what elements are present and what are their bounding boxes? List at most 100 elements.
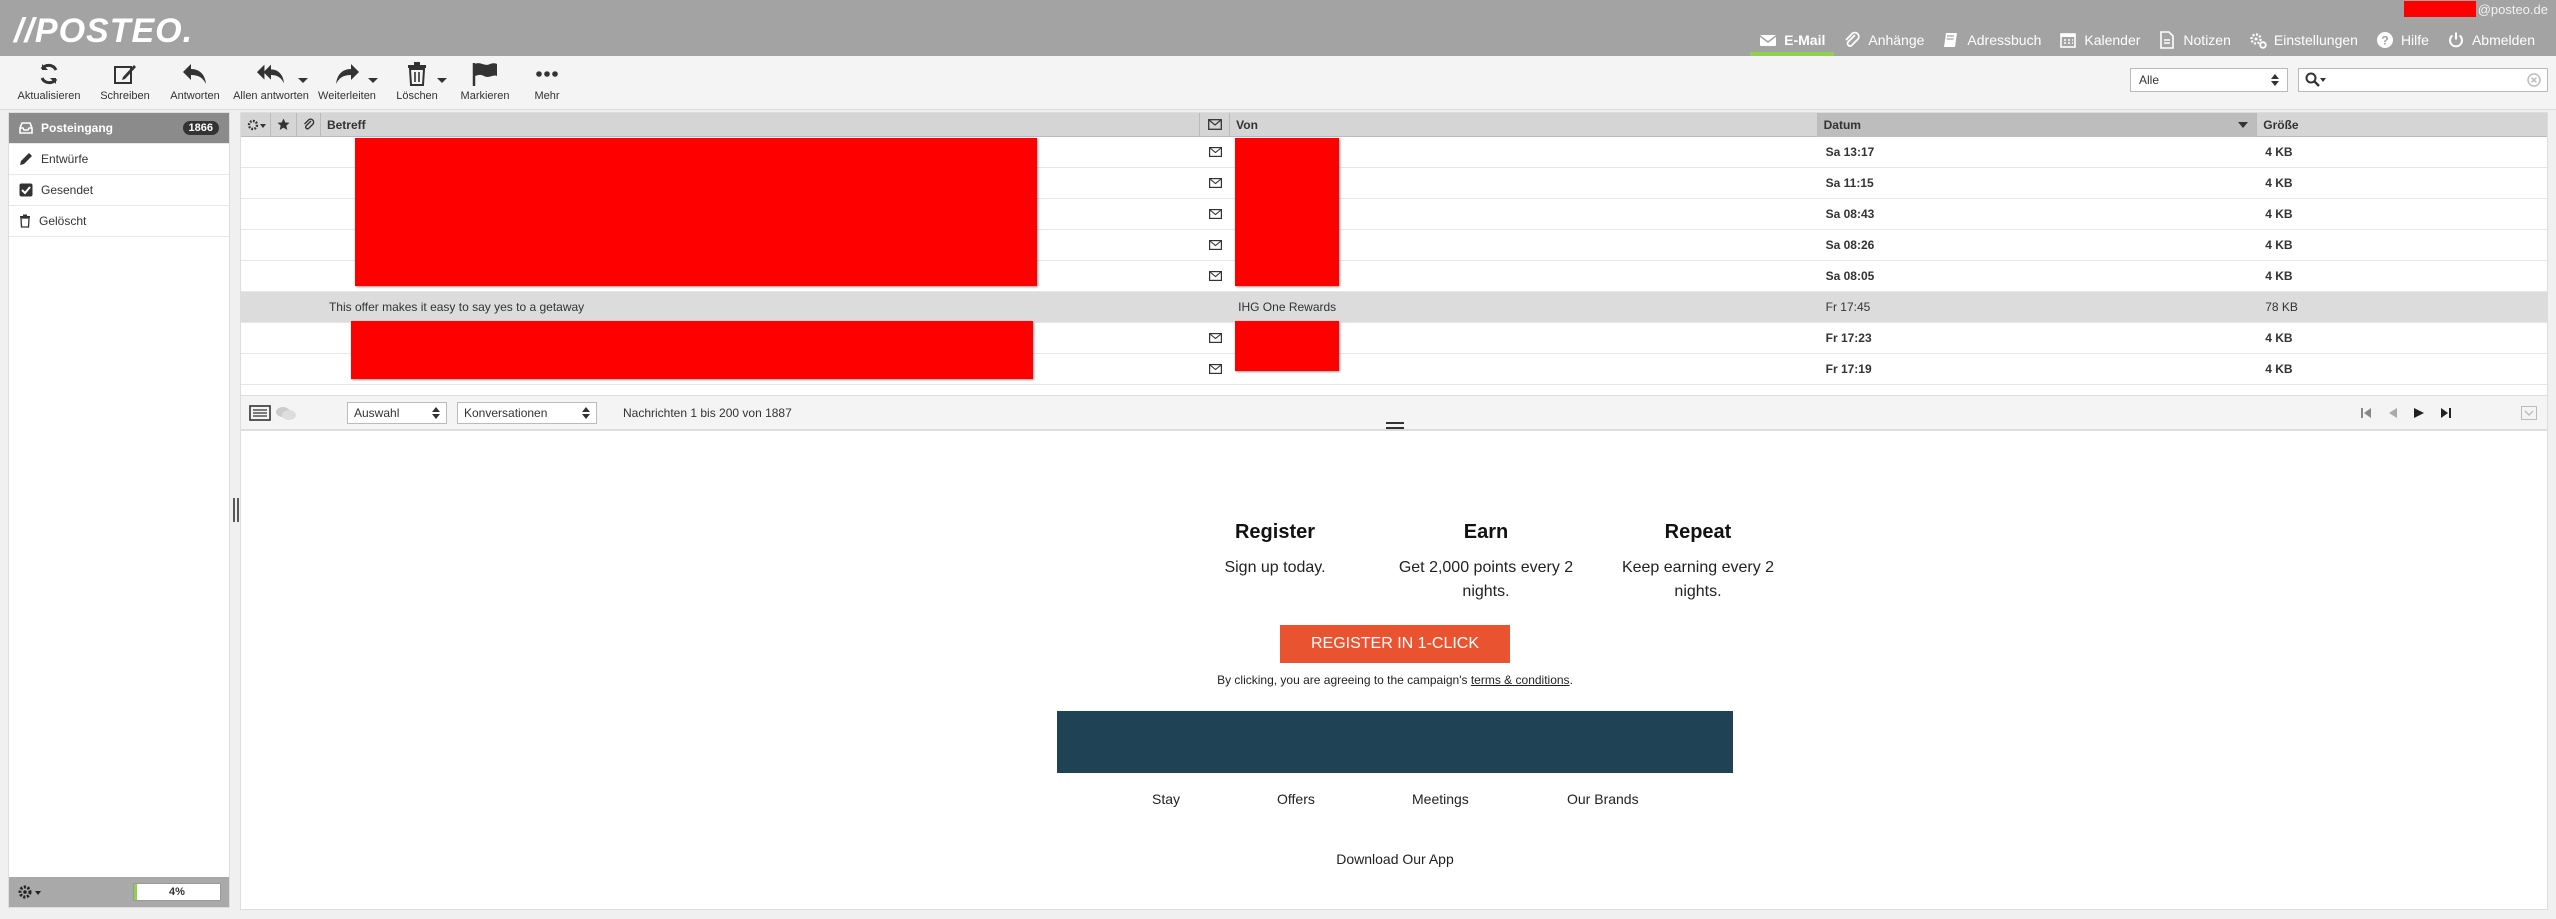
mark-label: Markieren [460,90,510,102]
search-input[interactable] [2298,68,2548,92]
message-row[interactable]: Sa 13:17 4 KB [241,137,2547,168]
nav-attachments[interactable]: Anhänge [1834,24,1933,56]
vertical-splitter-icon[interactable] [233,498,239,522]
folder-drafts[interactable]: Entwürfe [9,144,229,175]
search-options-icon[interactable] [2305,72,2329,88]
filter-select[interactable]: Alle [2130,68,2288,92]
reply-all-dropdown-icon[interactable] [298,78,308,83]
previous-page-icon[interactable] [2387,407,2397,419]
forward-icon [336,64,359,84]
folder-sent-label: Gesendet [41,183,94,197]
delete-button[interactable]: Löschen [382,60,452,102]
message-row[interactable]: Sa 11:15 4 KB [241,168,2547,199]
pencil-icon [20,153,32,165]
status-column[interactable] [1200,112,1231,137]
select-arrows-icon [2271,74,2279,86]
mark-button[interactable]: Markieren [450,60,520,102]
link-offers[interactable]: Offers [1277,791,1315,807]
message-list: Betreff Von Datum Größe Sa 13:17 4 KB Sa… [240,112,2548,430]
folder-settings-gear-icon[interactable] [17,884,45,900]
top-bar: //POSTEO. @posteo.de E-Mail Anhänge Adre… [0,0,2556,56]
nav-calendar[interactable]: Kalender [2050,24,2149,56]
quota-fill [134,884,138,900]
unread-envelope-icon[interactable] [1208,271,1222,281]
first-page-icon[interactable] [2361,407,2371,419]
unread-envelope-icon[interactable] [1208,147,1222,157]
redacted-senders-block [1235,138,1339,286]
reply-button[interactable]: Antworten [160,60,230,102]
message-row[interactable]: Fr 17:23 4 KB [241,323,2547,354]
flag-column[interactable] [271,112,297,137]
folder-inbox-label: Posteingang [41,121,114,135]
main-navigation: E-Mail Anhänge Adressbuch Kalender Notiz… [1750,24,2544,56]
repeat-title: Repeat [1664,521,1732,543]
email-banner [1057,711,1733,773]
list-options-gear-icon[interactable] [247,118,269,132]
nav-email[interactable]: E-Mail [1750,24,1835,56]
list-view-icon[interactable] [249,404,271,421]
unread-envelope-icon[interactable] [1208,240,1222,250]
delete-dropdown-icon[interactable] [437,78,447,83]
nav-addressbook[interactable]: Adressbuch [1933,24,2050,56]
message-row[interactable]: Sa 08:26 4 KB [241,230,2547,261]
date-column-label: Datum [1823,117,1861,132]
envelope-icon [1759,35,1777,46]
link-our-brands[interactable]: Our Brands [1567,791,1639,807]
message-row[interactable]: Sa 08:43 4 KB [241,199,2547,230]
folder-sent[interactable]: Gesendet [9,175,229,206]
repeat-text: Keep earning every 2 nights. [1621,559,1775,600]
threads-select[interactable]: Konversationen [457,401,597,424]
redacted-username [2403,1,2476,17]
last-page-icon[interactable] [2441,407,2451,419]
attachment-column[interactable] [297,112,321,137]
refresh-button[interactable]: Aktualisieren [14,60,84,102]
earn-text: Get 2,000 points every 2 nights. [1398,559,1574,600]
folder-inbox[interactable]: Posteingang 1866 [9,113,229,144]
selection-select[interactable]: Auswahl [347,401,447,424]
link-meetings[interactable]: Meetings [1412,791,1469,807]
unread-envelope-icon[interactable] [1208,364,1222,374]
message-date: Sa 08:43 [1825,207,1875,221]
unread-envelope-icon[interactable] [1208,209,1222,219]
folder-trash-label: Gelöscht [39,214,87,228]
compose-button[interactable]: Schreiben [90,60,160,102]
collapse-icon[interactable] [2521,405,2537,420]
posteo-logo[interactable]: //POSTEO. [14,12,194,50]
reply-icon [183,64,206,84]
next-page-icon[interactable] [2413,407,2425,419]
message-date: Sa 08:26 [1825,238,1875,252]
link-stay[interactable]: Stay [1152,791,1181,807]
terms-link[interactable]: terms & conditions [1470,673,1570,687]
forward-dropdown-icon[interactable] [368,78,378,83]
horizontal-splitter-icon[interactable] [1386,422,1404,430]
message-row[interactable]: Fr 17:19 4 KB [241,354,2547,385]
nav-help[interactable]: ? Hilfe [2367,24,2438,56]
unread-envelope-icon[interactable] [1208,178,1222,188]
quota-label: 4% [169,886,185,898]
message-date: Fr 17:45 [1825,300,1871,314]
forward-button[interactable]: Weiterleiten [312,60,382,102]
clear-search-icon[interactable] [2527,73,2541,87]
folder-trash[interactable]: Gelöscht [9,206,229,237]
unread-envelope-icon[interactable] [1208,333,1222,343]
threads-icon[interactable] [275,405,297,421]
more-button[interactable]: Mehr [512,60,582,102]
from-column-header[interactable]: Von [1230,112,1818,137]
size-column-header[interactable]: Größe [2263,117,2299,132]
message-subject[interactable]: This offer makes it easy to say yes to a… [328,300,585,314]
date-column-header[interactable]: Datum [1817,112,2258,137]
nav-logout[interactable]: Abmelden [2438,24,2544,56]
message-date: Fr 17:19 [1825,362,1872,376]
inbox-icon [19,122,33,134]
nav-notes[interactable]: Notizen [2149,24,2239,56]
reply-all-button[interactable]: Allen antworten [233,60,309,102]
register-button[interactable]: REGISTER IN 1-CLICK [1280,625,1510,663]
list-options-column[interactable] [241,112,271,137]
download-app-link[interactable]: Download Our App [1336,851,1454,867]
message-date: Sa 08:05 [1825,269,1875,283]
message-row-selected[interactable]: This offer makes it easy to say yes to a… [241,292,2547,323]
reply-all-label: Allen antworten [233,90,309,102]
nav-settings[interactable]: Einstellungen [2240,24,2367,56]
message-row[interactable]: Sa 08:05 4 KB [241,261,2547,292]
subject-column-header[interactable]: Betreff [321,112,1201,137]
